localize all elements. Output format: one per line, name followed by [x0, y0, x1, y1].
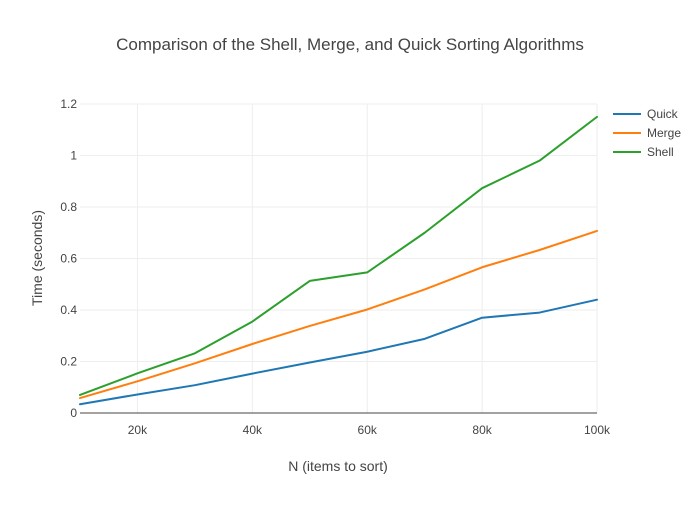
- x-axis-title: N (items to sort): [288, 458, 388, 474]
- x-tick-label: 60k: [358, 423, 378, 437]
- y-tick-label: 0.2: [60, 355, 77, 369]
- axes: 0 0.2 0.4 0.6 0.8 1 1.2 20k 40k 60k 80k 100k: [60, 97, 611, 437]
- legend-label: Shell: [647, 145, 674, 159]
- x-tick-label: 100k: [584, 423, 611, 437]
- series-line-shell: [79, 115, 598, 396]
- y-tick-label: 0.6: [60, 252, 77, 266]
- y-tick-label: 0.4: [60, 303, 77, 317]
- plot-area: [79, 115, 598, 406]
- legend-item-quick[interactable]: Quick: [613, 107, 679, 121]
- series-line-merge: [79, 229, 598, 400]
- y-tick-label: 0.8: [60, 200, 77, 214]
- legend-label: Quick: [647, 107, 679, 121]
- chart-title: Comparison of the Shell, Merge, and Quic…: [116, 35, 584, 54]
- y-axis-title: Time (seconds): [29, 210, 45, 306]
- x-tick-label: 20k: [128, 423, 148, 437]
- legend-item-shell[interactable]: Shell: [613, 145, 674, 159]
- grid: [80, 103, 598, 413]
- y-tick-label: 0: [70, 406, 77, 420]
- legend-label: Merge: [647, 126, 681, 140]
- legend: Quick Merge Shell: [613, 107, 681, 159]
- x-tick-label: 80k: [472, 423, 492, 437]
- y-tick-label: 1.2: [60, 97, 77, 111]
- series-line-quick: [79, 298, 598, 406]
- x-tick-label: 40k: [243, 423, 263, 437]
- legend-item-merge[interactable]: Merge: [613, 126, 681, 140]
- y-tick-label: 1: [70, 149, 77, 163]
